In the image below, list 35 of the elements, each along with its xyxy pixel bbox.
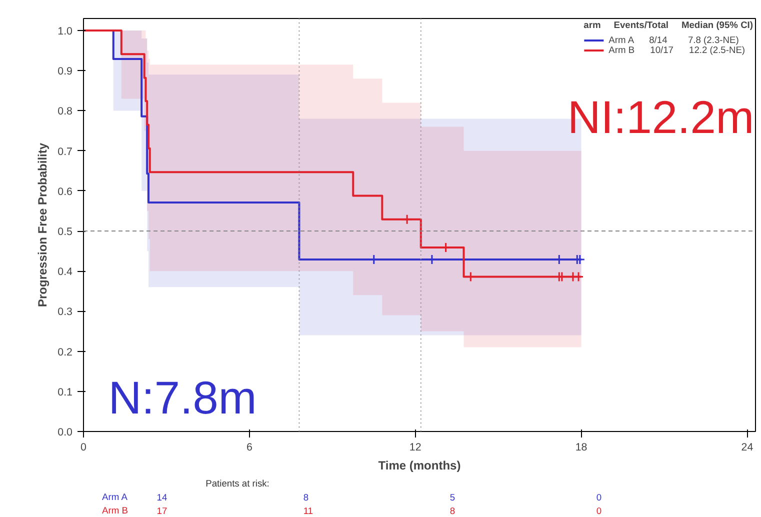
x-tick-label: 18 bbox=[575, 442, 588, 454]
y-axis-title: Progression Free Probability bbox=[36, 142, 50, 308]
y-tick-label: 0.3 bbox=[58, 306, 73, 318]
legend-label: Arm B bbox=[102, 506, 128, 516]
x-tick-label: 24 bbox=[741, 442, 754, 454]
y-tick-label: 0.0 bbox=[58, 426, 73, 438]
y-tick-label: 0.2 bbox=[58, 346, 73, 358]
x-axis-title: Time (months) bbox=[378, 458, 461, 472]
y-tick-label: 0.7 bbox=[58, 146, 73, 158]
y-tick-label: 0.6 bbox=[58, 186, 73, 198]
y-tick-label: 0.5 bbox=[58, 226, 73, 238]
legend-label: Arm A bbox=[102, 492, 128, 502]
legend-label: Arm A 8/14 7.8 (2.3-NE) bbox=[608, 35, 739, 45]
text: 8 bbox=[303, 492, 309, 502]
text: 11 bbox=[303, 506, 313, 516]
x-tick-label: 6 bbox=[246, 442, 252, 454]
y-tick-label: 0.8 bbox=[58, 106, 73, 118]
legend-title: arm Events/Total Median (95% CI) bbox=[584, 20, 753, 30]
text: 0 bbox=[596, 506, 602, 516]
text: 8 bbox=[450, 506, 456, 516]
annotation: NI:12.2m bbox=[567, 90, 754, 143]
x-tick-label: 0 bbox=[80, 442, 87, 454]
y-tick-label: 1.0 bbox=[58, 26, 73, 38]
y-tick-label: 0.9 bbox=[58, 66, 73, 78]
x-tick-label: 12 bbox=[409, 442, 422, 454]
point bbox=[402, 214, 412, 225]
text: 5 bbox=[450, 492, 456, 502]
text: Patients at risk: bbox=[206, 478, 270, 488]
text: 0 bbox=[596, 492, 602, 502]
y-tick-label: 0.4 bbox=[58, 266, 73, 278]
legend-label: Arm B 10/17 12.2 (2.5-NE) bbox=[608, 45, 746, 55]
annotation: N:7.8m bbox=[108, 371, 257, 424]
text: 17 bbox=[156, 506, 168, 516]
y-tick-label: 0.1 bbox=[58, 386, 73, 398]
text: 14 bbox=[156, 492, 168, 502]
